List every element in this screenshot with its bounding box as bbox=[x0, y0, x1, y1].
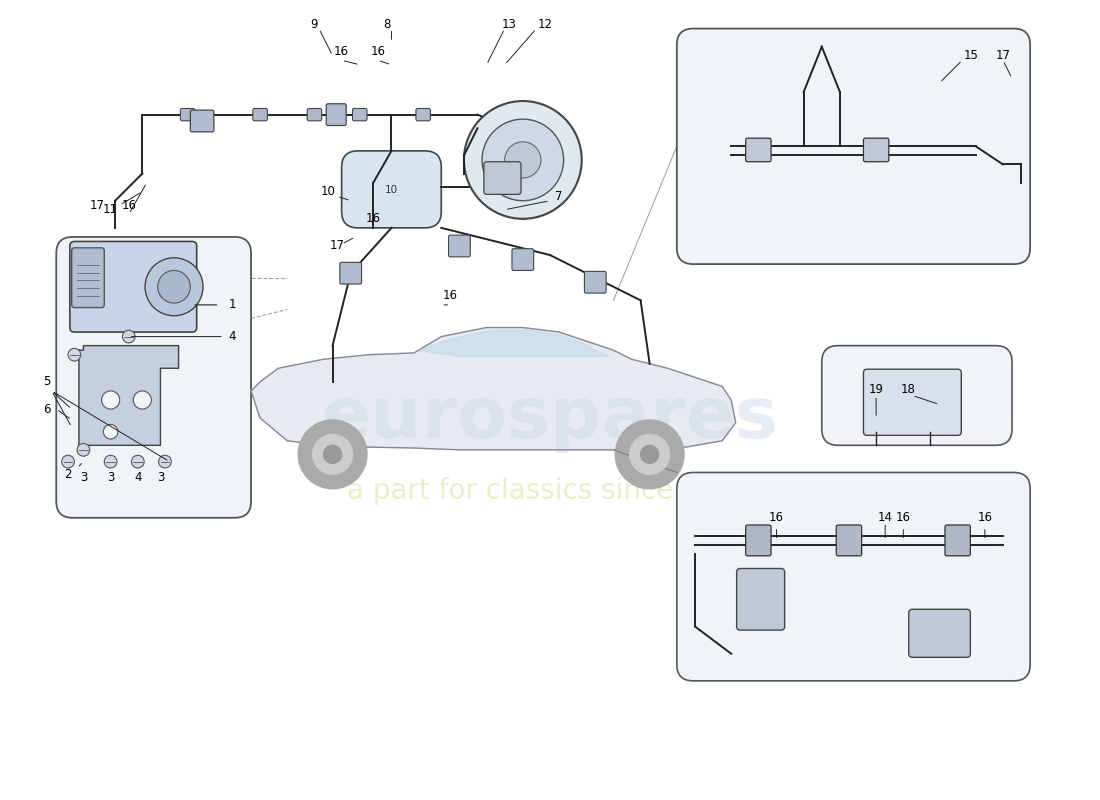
Text: 14: 14 bbox=[878, 511, 893, 524]
Circle shape bbox=[68, 348, 80, 361]
Circle shape bbox=[640, 446, 659, 463]
Text: 9: 9 bbox=[310, 18, 318, 30]
Circle shape bbox=[482, 119, 563, 201]
FancyBboxPatch shape bbox=[56, 237, 251, 518]
FancyBboxPatch shape bbox=[72, 248, 104, 307]
Polygon shape bbox=[251, 327, 736, 450]
FancyBboxPatch shape bbox=[484, 162, 521, 194]
Text: 2: 2 bbox=[64, 468, 72, 481]
FancyBboxPatch shape bbox=[340, 262, 362, 284]
Text: 12: 12 bbox=[538, 18, 553, 30]
Text: 4: 4 bbox=[134, 470, 142, 483]
Text: 16: 16 bbox=[121, 198, 136, 212]
Text: 16: 16 bbox=[371, 45, 385, 58]
Text: 8: 8 bbox=[383, 18, 390, 30]
FancyBboxPatch shape bbox=[676, 29, 1030, 264]
Circle shape bbox=[629, 434, 670, 474]
Circle shape bbox=[122, 330, 135, 343]
Text: 5: 5 bbox=[44, 375, 51, 388]
Text: 17: 17 bbox=[996, 50, 1011, 62]
Circle shape bbox=[298, 420, 367, 489]
FancyBboxPatch shape bbox=[746, 138, 771, 162]
Circle shape bbox=[323, 446, 342, 463]
Text: 16: 16 bbox=[769, 511, 784, 524]
Circle shape bbox=[157, 270, 190, 303]
Circle shape bbox=[133, 391, 152, 409]
FancyBboxPatch shape bbox=[327, 104, 346, 126]
Text: 3: 3 bbox=[157, 470, 164, 483]
Text: 1: 1 bbox=[229, 298, 235, 311]
FancyBboxPatch shape bbox=[676, 473, 1030, 681]
FancyBboxPatch shape bbox=[352, 109, 367, 121]
FancyBboxPatch shape bbox=[253, 109, 267, 121]
Text: 16: 16 bbox=[443, 290, 458, 302]
Text: 15: 15 bbox=[964, 50, 979, 62]
Text: 4: 4 bbox=[229, 330, 235, 343]
Text: 13: 13 bbox=[502, 18, 517, 30]
FancyBboxPatch shape bbox=[512, 249, 534, 270]
Text: 10: 10 bbox=[320, 185, 336, 198]
Text: 10: 10 bbox=[385, 185, 398, 195]
FancyBboxPatch shape bbox=[342, 151, 441, 228]
FancyBboxPatch shape bbox=[737, 569, 784, 630]
Circle shape bbox=[464, 101, 582, 219]
Text: 6: 6 bbox=[44, 402, 51, 415]
Text: 17: 17 bbox=[89, 198, 104, 212]
FancyBboxPatch shape bbox=[746, 525, 771, 556]
FancyBboxPatch shape bbox=[822, 346, 1012, 446]
Text: 18: 18 bbox=[901, 382, 915, 396]
Circle shape bbox=[103, 425, 118, 439]
FancyBboxPatch shape bbox=[836, 525, 861, 556]
FancyBboxPatch shape bbox=[190, 110, 213, 132]
FancyBboxPatch shape bbox=[584, 271, 606, 293]
Circle shape bbox=[77, 443, 90, 456]
Text: 3: 3 bbox=[107, 470, 114, 483]
FancyBboxPatch shape bbox=[864, 369, 961, 435]
Circle shape bbox=[145, 258, 204, 316]
Circle shape bbox=[62, 455, 75, 468]
Polygon shape bbox=[79, 346, 178, 450]
Text: 16: 16 bbox=[366, 212, 381, 226]
FancyBboxPatch shape bbox=[416, 109, 430, 121]
Text: 16: 16 bbox=[895, 511, 911, 524]
Circle shape bbox=[101, 391, 120, 409]
Polygon shape bbox=[419, 330, 609, 357]
Circle shape bbox=[158, 455, 172, 468]
FancyBboxPatch shape bbox=[180, 109, 195, 121]
Circle shape bbox=[505, 142, 541, 178]
Circle shape bbox=[615, 420, 684, 489]
Text: a part for classics since 1985: a part for classics since 1985 bbox=[348, 477, 752, 505]
FancyBboxPatch shape bbox=[307, 109, 321, 121]
FancyBboxPatch shape bbox=[70, 242, 197, 332]
Circle shape bbox=[132, 455, 144, 468]
Text: 11: 11 bbox=[103, 203, 118, 216]
Text: 19: 19 bbox=[869, 382, 883, 396]
Text: eurospares: eurospares bbox=[321, 384, 779, 453]
Text: 17: 17 bbox=[330, 239, 344, 253]
FancyBboxPatch shape bbox=[945, 525, 970, 556]
Text: 16: 16 bbox=[334, 45, 349, 58]
FancyBboxPatch shape bbox=[909, 610, 970, 658]
Text: 7: 7 bbox=[556, 190, 563, 202]
FancyBboxPatch shape bbox=[864, 138, 889, 162]
Text: 16: 16 bbox=[977, 511, 992, 524]
FancyBboxPatch shape bbox=[449, 235, 471, 257]
Text: 3: 3 bbox=[80, 470, 87, 483]
Circle shape bbox=[312, 434, 352, 474]
Circle shape bbox=[104, 455, 117, 468]
